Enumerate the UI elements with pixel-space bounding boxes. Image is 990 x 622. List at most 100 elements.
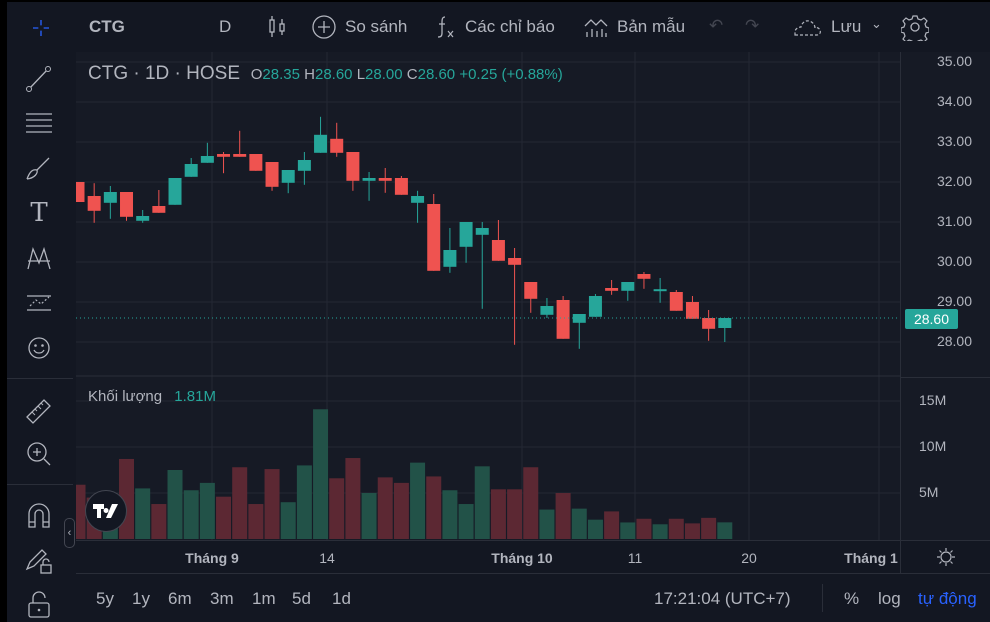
candle-body (103, 192, 117, 203)
toolbar-divider (7, 378, 73, 379)
candle-body (362, 178, 376, 181)
time-axis[interactable]: Tháng 9 14 Tháng 10 11 20 Tháng 1 (76, 540, 990, 574)
zoom-in-tool[interactable] (21, 436, 57, 472)
collapse-toolbar-button[interactable]: ‹ (64, 518, 75, 548)
chart-pane[interactable]: CTG · 1D · HOSE O28.35 H28.60 L28.00 C28… (76, 52, 900, 540)
volume-bar (717, 522, 733, 539)
gear-icon (901, 15, 929, 41)
emoji-tool[interactable] (21, 330, 57, 366)
interval-button[interactable]: D (219, 17, 231, 37)
open-label: O (250, 66, 263, 83)
range-1y[interactable]: 1y (132, 589, 150, 608)
price-tick: 28.00 (936, 333, 972, 349)
range-5y[interactable]: 5y (96, 589, 114, 608)
volume-bar (474, 466, 490, 539)
compare-button[interactable]: So sánh (311, 14, 407, 40)
volume-bar (426, 476, 442, 539)
volume-tick: 15M (919, 392, 947, 408)
magnet-tool[interactable] (21, 498, 57, 534)
candle-body (200, 156, 214, 163)
time-tick: 14 (319, 550, 335, 566)
candle-body (653, 289, 667, 292)
save-dropdown-button[interactable]: ⌄ (871, 16, 882, 32)
volume-tick: 5M (919, 484, 939, 500)
chevron-left-icon: ‹ (67, 527, 72, 539)
settings-button[interactable] (901, 13, 929, 41)
volume-tick: 10M (919, 438, 947, 454)
volume-bar (183, 490, 199, 539)
redo-button[interactable]: ↷ (745, 16, 759, 36)
symbol-search-button[interactable]: CTG (89, 17, 125, 37)
candle-body (314, 134, 328, 153)
symbol-label: CTG (89, 17, 125, 36)
range-6m[interactable]: 6m (168, 589, 192, 608)
volume-bar (151, 504, 167, 539)
candle-body (87, 196, 101, 211)
volume-bar (668, 518, 684, 539)
price-tick: 33.00 (936, 133, 972, 149)
templates-label: Bản mẫu (617, 17, 686, 36)
auto-scale-toggle[interactable]: tự động (918, 589, 977, 608)
undo-button[interactable]: ↶ (709, 16, 723, 36)
candle-body (524, 282, 538, 299)
lock-drawings-tool[interactable] (21, 542, 57, 578)
range-1m[interactable]: 1m (252, 589, 276, 608)
templates-button[interactable]: Bản mẫu (583, 14, 685, 40)
candle-body (475, 228, 489, 235)
crosshair-icon (33, 20, 49, 36)
chart-type-button[interactable] (267, 14, 287, 40)
candle-body (76, 182, 85, 202)
log-toggle[interactable]: log (878, 589, 901, 608)
candle-body (637, 274, 651, 279)
save-button[interactable]: Lưu (789, 14, 861, 40)
fib-tool[interactable] (21, 104, 57, 140)
time-tick: 20 (741, 550, 757, 566)
text-tool[interactable]: T (21, 195, 57, 231)
range-5d[interactable]: 5d (292, 589, 311, 608)
pane-divider (901, 377, 990, 378)
range-3m[interactable]: 3m (210, 589, 234, 608)
axis-settings-button[interactable] (936, 547, 956, 572)
magnet-icon (28, 503, 50, 528)
volume-bar (442, 490, 458, 539)
candle-body (556, 300, 570, 339)
candle-body (168, 178, 182, 205)
lock-all-tool[interactable] (21, 586, 57, 622)
candle-body (491, 240, 505, 261)
crosshair-tool-button[interactable] (31, 10, 51, 46)
volume-bar (264, 469, 280, 539)
volume-bar (76, 484, 86, 539)
candle-body (297, 160, 311, 171)
chevron-down-icon: ⌄ (871, 16, 882, 31)
price-axis[interactable]: 35.00 34.00 33.00 32.00 31.00 30.00 29.00 28.00… (900, 52, 990, 540)
pattern-tool[interactable] (21, 240, 57, 276)
candle-body (411, 196, 425, 203)
candle-body (378, 178, 392, 181)
price-tick: 32.00 (936, 173, 972, 189)
range-1d[interactable]: 1d (332, 589, 351, 608)
volume-bar (296, 465, 312, 539)
tradingview-logo[interactable] (85, 490, 127, 532)
low-label: L (356, 66, 366, 83)
candle-body (718, 318, 732, 328)
candle-body (136, 216, 150, 221)
save-label: Lưu (831, 17, 862, 36)
redo-icon: ↷ (745, 16, 760, 35)
volume-bar (539, 509, 555, 539)
candle-body (184, 164, 198, 177)
volume-bar (507, 489, 523, 539)
indicators-button[interactable]: Các chỉ báo (435, 14, 555, 40)
prediction-tool[interactable] (21, 285, 57, 321)
candle-body (281, 170, 295, 183)
percent-toggle[interactable]: % (844, 589, 860, 608)
measure-tool[interactable] (21, 392, 57, 428)
volume-value: 1.81M (174, 388, 216, 405)
volume-bar (604, 511, 620, 539)
time-tick: Tháng 1 (844, 550, 898, 566)
trend-line-tool[interactable] (21, 60, 57, 96)
symbol-legend: CTG · 1D · HOSE O28.35 H28.60 L28.00 C28… (88, 63, 563, 85)
clock: 17:21:04 (UTC+7) (654, 589, 791, 608)
volume-bar (199, 482, 215, 539)
brush-tool[interactable] (21, 150, 57, 186)
volume-bar (345, 458, 361, 539)
